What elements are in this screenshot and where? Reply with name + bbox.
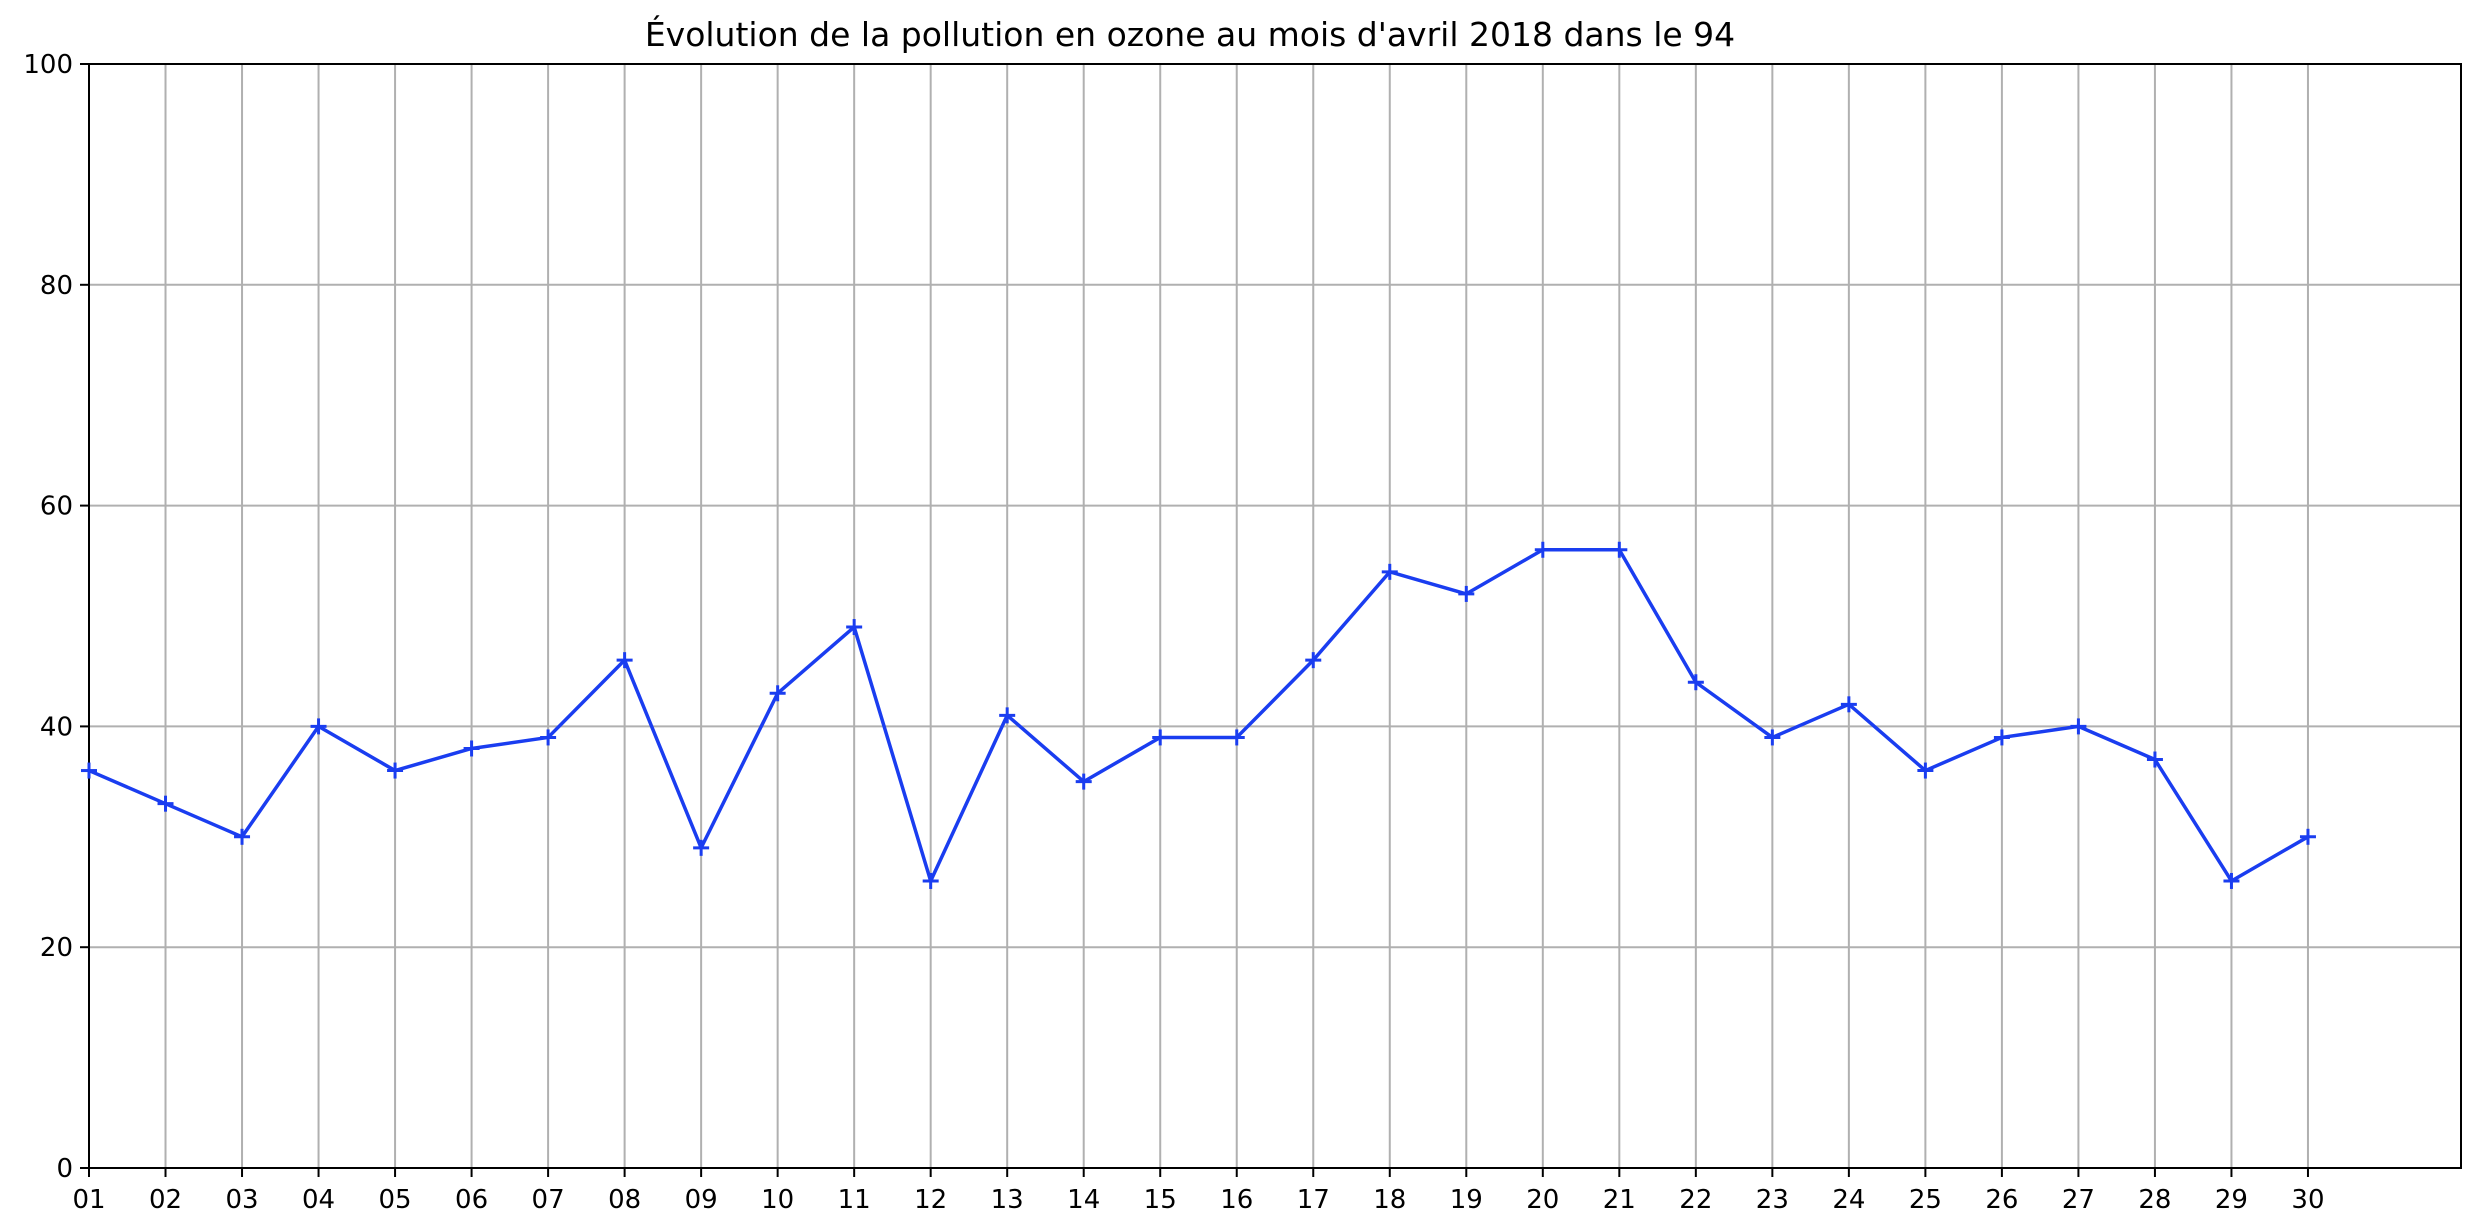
- data-point-marker: [769, 685, 786, 702]
- data-point-marker: [1228, 729, 1245, 746]
- data-point-marker: [693, 839, 710, 856]
- data-point-marker: [1993, 729, 2010, 746]
- x-tick-label: 02: [149, 1185, 182, 1215]
- x-tick-label: 03: [225, 1185, 258, 1215]
- chart-title: Évolution de la pollution en ozone au mo…: [645, 14, 1735, 54]
- data-point-marker: [1381, 563, 1398, 580]
- x-tick-label: 28: [2138, 1185, 2171, 1215]
- data-point-marker: [1152, 729, 1169, 746]
- x-tick-label: 08: [608, 1185, 641, 1215]
- x-tick-label: 13: [991, 1185, 1024, 1215]
- x-tick-label: 25: [1909, 1185, 1942, 1215]
- data-point-marker: [2223, 872, 2240, 889]
- x-tick-label: 17: [1297, 1185, 1330, 1215]
- series-group: [81, 541, 2316, 889]
- data-point-marker: [1687, 674, 1704, 691]
- x-tick-label: 27: [2062, 1185, 2095, 1215]
- data-point-marker: [1305, 652, 1322, 669]
- x-tick-label: 11: [838, 1185, 871, 1215]
- x-tick-label: 06: [455, 1185, 488, 1215]
- x-tick-label: 24: [1832, 1185, 1865, 1215]
- data-point-marker: [922, 872, 939, 889]
- x-tick-label: 16: [1220, 1185, 1253, 1215]
- data-point-marker: [1458, 585, 1475, 602]
- data-point-marker: [2146, 751, 2163, 768]
- data-point-marker: [81, 762, 97, 779]
- x-tick-label: 09: [685, 1185, 718, 1215]
- data-point-marker: [846, 619, 863, 636]
- x-tick-label: 26: [1985, 1185, 2018, 1215]
- x-tick-label: 30: [2291, 1185, 2324, 1215]
- y-tick-label: 0: [56, 1154, 73, 1184]
- axes: 01 02 03 04 05 06 07 08 09 10 11 12 13 14 15 16 17 18 19 20…: [23, 50, 2462, 1215]
- data-point-marker: [616, 652, 633, 669]
- series-line: [88, 548, 2309, 883]
- y-tick-label: 80: [40, 271, 73, 301]
- x-tick-label: 01: [72, 1185, 105, 1215]
- x-tick-label: 15: [1144, 1185, 1177, 1215]
- x-tick-label: 23: [1756, 1185, 1789, 1215]
- data-point-marker: [1075, 773, 1092, 790]
- x-tick-label: 22: [1679, 1185, 1712, 1215]
- x-tick-label: 14: [1067, 1185, 1100, 1215]
- data-point-marker: [1611, 541, 1628, 558]
- x-tick-label: 07: [532, 1185, 565, 1215]
- x-tick-label: 19: [1450, 1185, 1483, 1215]
- x-tick-label: 10: [761, 1185, 794, 1215]
- data-point-marker: [2299, 828, 2316, 845]
- data-point-marker: [463, 740, 480, 757]
- x-tick-label: 04: [302, 1185, 335, 1215]
- data-point-marker: [1534, 541, 1551, 558]
- x-tick-label: 20: [1526, 1185, 1559, 1215]
- y-tick-label: 20: [40, 933, 73, 963]
- data-point-marker: [1917, 762, 1934, 779]
- data-point-marker: [1840, 696, 1857, 713]
- x-tick-label: 18: [1373, 1185, 1406, 1215]
- x-tick-label: 21: [1603, 1185, 1636, 1215]
- data-point-marker: [310, 718, 327, 735]
- data-point-marker: [234, 828, 251, 845]
- x-tick-label: 12: [914, 1185, 947, 1215]
- data-point-marker: [157, 795, 174, 812]
- data-point-marker: [2070, 718, 2087, 735]
- data-point-marker: [540, 729, 557, 746]
- grid: [88, 63, 2461, 1169]
- data-point-marker: [1764, 729, 1781, 746]
- y-tick-label: 60: [40, 492, 73, 522]
- x-tick-label: 05: [379, 1185, 412, 1215]
- x-tick-label: 29: [2215, 1185, 2248, 1215]
- y-tick-label: 100: [23, 50, 73, 80]
- y-tick-label: 40: [40, 712, 73, 742]
- data-point-marker: [387, 762, 404, 779]
- data-point-marker: [999, 707, 1016, 724]
- plot-frame: [88, 63, 2462, 1169]
